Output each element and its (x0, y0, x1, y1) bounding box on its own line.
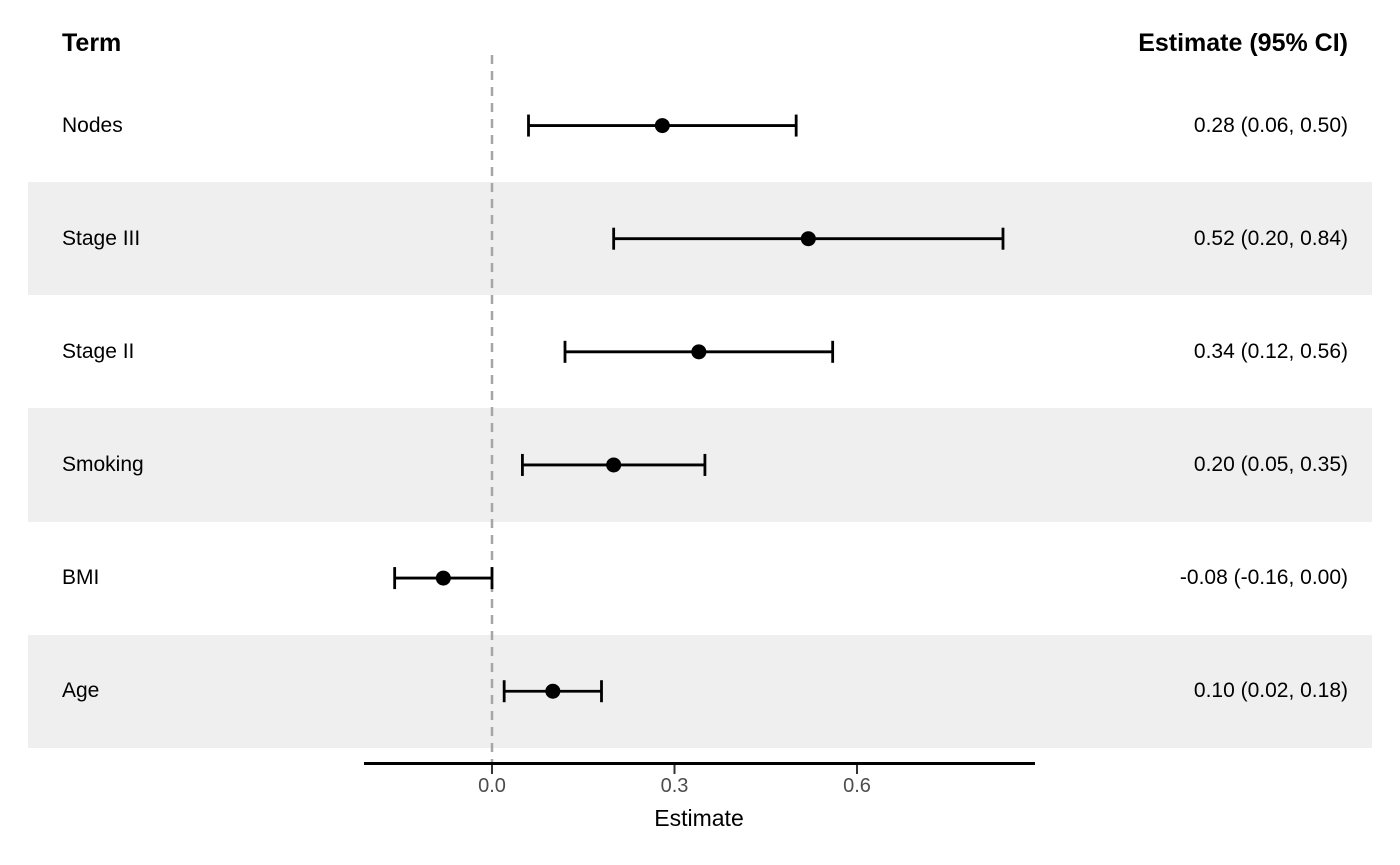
estimate-ci-value: 0.10 (0.02, 0.18) (1193, 679, 1348, 703)
table-row: BMI -0.08 (-0.16, 0.00) (28, 522, 1372, 635)
estimate-ci-value: -0.08 (-0.16, 0.00) (1179, 566, 1348, 590)
term-label: BMI (62, 566, 100, 590)
table-row: Nodes 0.28 (0.06, 0.50) (28, 69, 1372, 182)
x-axis-title: Estimate (654, 805, 744, 831)
estimate-ci-value: 0.52 (0.20, 0.84) (1193, 226, 1348, 250)
table-row: Age 0.10 (0.02, 0.18) (28, 634, 1372, 748)
term-label: Stage II (62, 339, 135, 363)
estimate-column-header: Estimate (95% CI) (1138, 28, 1348, 57)
term-label: Nodes (62, 113, 123, 137)
term-label: Age (62, 679, 100, 703)
x-axis-tick-label: 0.3 (660, 775, 689, 797)
x-axis-tick-label: 0.6 (843, 775, 871, 797)
table-row: Smoking 0.20 (0.05, 0.35) (28, 408, 1372, 522)
term-column-header: Term (62, 28, 122, 57)
column-headers: Term Estimate (95% CI) (28, 28, 1372, 58)
estimate-ci-value: 0.34 (0.12, 0.56) (1193, 339, 1348, 363)
table-row: Stage III 0.52 (0.20, 0.84) (28, 182, 1372, 296)
term-rows: Nodes 0.28 (0.06, 0.50) Stage III 0.52 (0.2… (28, 69, 1372, 748)
term-label: Smoking (62, 452, 144, 476)
table-row: Stage II 0.34 (0.12, 0.56) (28, 295, 1372, 408)
estimate-ci-value: 0.20 (0.05, 0.35) (1193, 452, 1348, 476)
term-label: Stage III (62, 226, 141, 250)
estimate-ci-value: 0.28 (0.06, 0.50) (1193, 113, 1348, 137)
x-axis-tick-label: 0.0 (478, 775, 506, 797)
